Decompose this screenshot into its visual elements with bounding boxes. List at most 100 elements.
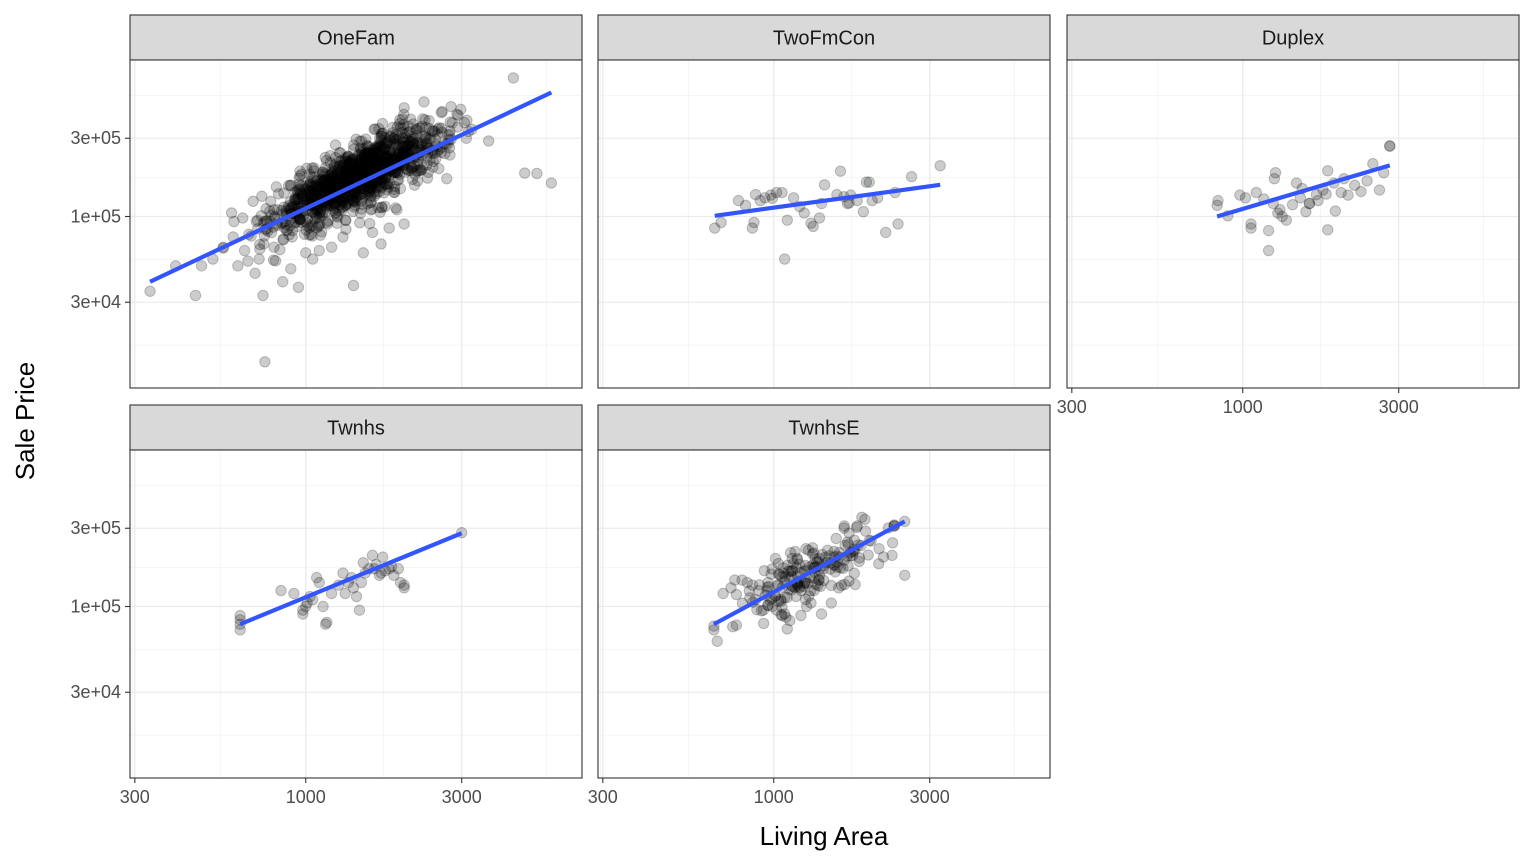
- data-point: [287, 198, 299, 210]
- data-point: [358, 151, 371, 164]
- facet-strip-label: TwoFmCon: [773, 28, 875, 50]
- data-point: [381, 178, 394, 190]
- data-point: [357, 247, 370, 259]
- data-point: [339, 173, 351, 186]
- data-point: [356, 198, 368, 210]
- data-point: [335, 160, 347, 172]
- data-point: [340, 164, 352, 176]
- data-point: [319, 206, 332, 218]
- data-point: [397, 148, 409, 160]
- data-point: [807, 220, 819, 233]
- data-point: [799, 577, 811, 589]
- data-point: [325, 169, 338, 182]
- data-point: [427, 161, 439, 173]
- data-point: [323, 176, 336, 189]
- data-point: [344, 173, 357, 185]
- data-point: [775, 595, 788, 607]
- data-point: [766, 192, 779, 205]
- data-point: [287, 200, 299, 213]
- data-point: [339, 170, 351, 182]
- data-point: [366, 180, 378, 193]
- data-point: [805, 217, 817, 229]
- data-point: [779, 570, 792, 583]
- data-point: [808, 547, 820, 559]
- data-point: [375, 149, 387, 162]
- data-point: [330, 178, 342, 190]
- data-point: [356, 166, 369, 179]
- data-point: [848, 534, 861, 546]
- data-point: [1355, 185, 1367, 198]
- data-point: [308, 171, 320, 183]
- y-axis-title: Sale Price: [10, 362, 40, 481]
- data-point: [295, 216, 307, 229]
- data-point: [326, 164, 338, 176]
- data-point: [1245, 222, 1257, 234]
- data-point: [762, 599, 774, 612]
- data-point: [307, 184, 319, 197]
- data-point: [335, 172, 347, 185]
- data-point: [375, 201, 388, 213]
- data-point: [793, 582, 806, 594]
- data-point: [350, 167, 363, 179]
- data-point: [778, 591, 791, 604]
- data-point: [786, 584, 798, 596]
- data-point: [260, 202, 272, 215]
- data-point: [432, 123, 444, 135]
- data-point: [305, 228, 317, 241]
- data-point: [341, 171, 354, 183]
- data-point: [393, 147, 406, 160]
- data-point: [422, 166, 435, 179]
- data-point: [1348, 179, 1361, 191]
- data-point: [385, 150, 397, 162]
- data-point: [352, 188, 364, 200]
- data-point: [342, 169, 354, 181]
- data-point: [358, 160, 371, 172]
- data-point: [791, 552, 803, 565]
- data-point: [387, 152, 399, 164]
- data-point: [282, 179, 295, 192]
- data-point: [425, 132, 437, 144]
- facet-strip-label: OneFam: [317, 28, 395, 50]
- data-point: [299, 193, 311, 206]
- data-point: [859, 525, 872, 537]
- data-point: [384, 146, 397, 158]
- data-point: [369, 151, 382, 164]
- data-point: [310, 175, 323, 187]
- data-point: [418, 130, 430, 143]
- data-point: [730, 619, 743, 631]
- data-point: [435, 106, 448, 119]
- data-point: [304, 189, 317, 201]
- data-point: [781, 623, 793, 635]
- data-point: [409, 168, 421, 181]
- data-point: [362, 147, 374, 160]
- data-point: [334, 147, 347, 159]
- data-point: [324, 177, 337, 189]
- data-point: [311, 175, 323, 187]
- data-point: [363, 181, 375, 193]
- data-point: [346, 194, 359, 206]
- data-point: [365, 196, 378, 208]
- data-point: [837, 562, 849, 575]
- data-point: [234, 609, 246, 622]
- data-point: [337, 567, 349, 579]
- data-point: [394, 147, 407, 159]
- data-point: [258, 230, 271, 242]
- data-point: [410, 129, 423, 141]
- data-point: [354, 217, 366, 229]
- data-point: [327, 177, 340, 190]
- data-point: [362, 183, 374, 195]
- data-point: [892, 218, 904, 230]
- data-point: [334, 166, 347, 178]
- data-point: [277, 233, 289, 245]
- data-point: [313, 244, 325, 257]
- data-point: [355, 195, 367, 207]
- data-point: [300, 189, 312, 201]
- data-point: [339, 587, 351, 600]
- data-point: [381, 138, 394, 150]
- data-point: [393, 147, 405, 160]
- data-point: [294, 165, 306, 177]
- data-point: [315, 181, 327, 193]
- data-point: [407, 118, 419, 130]
- data-point: [337, 193, 349, 205]
- data-point: [398, 144, 410, 156]
